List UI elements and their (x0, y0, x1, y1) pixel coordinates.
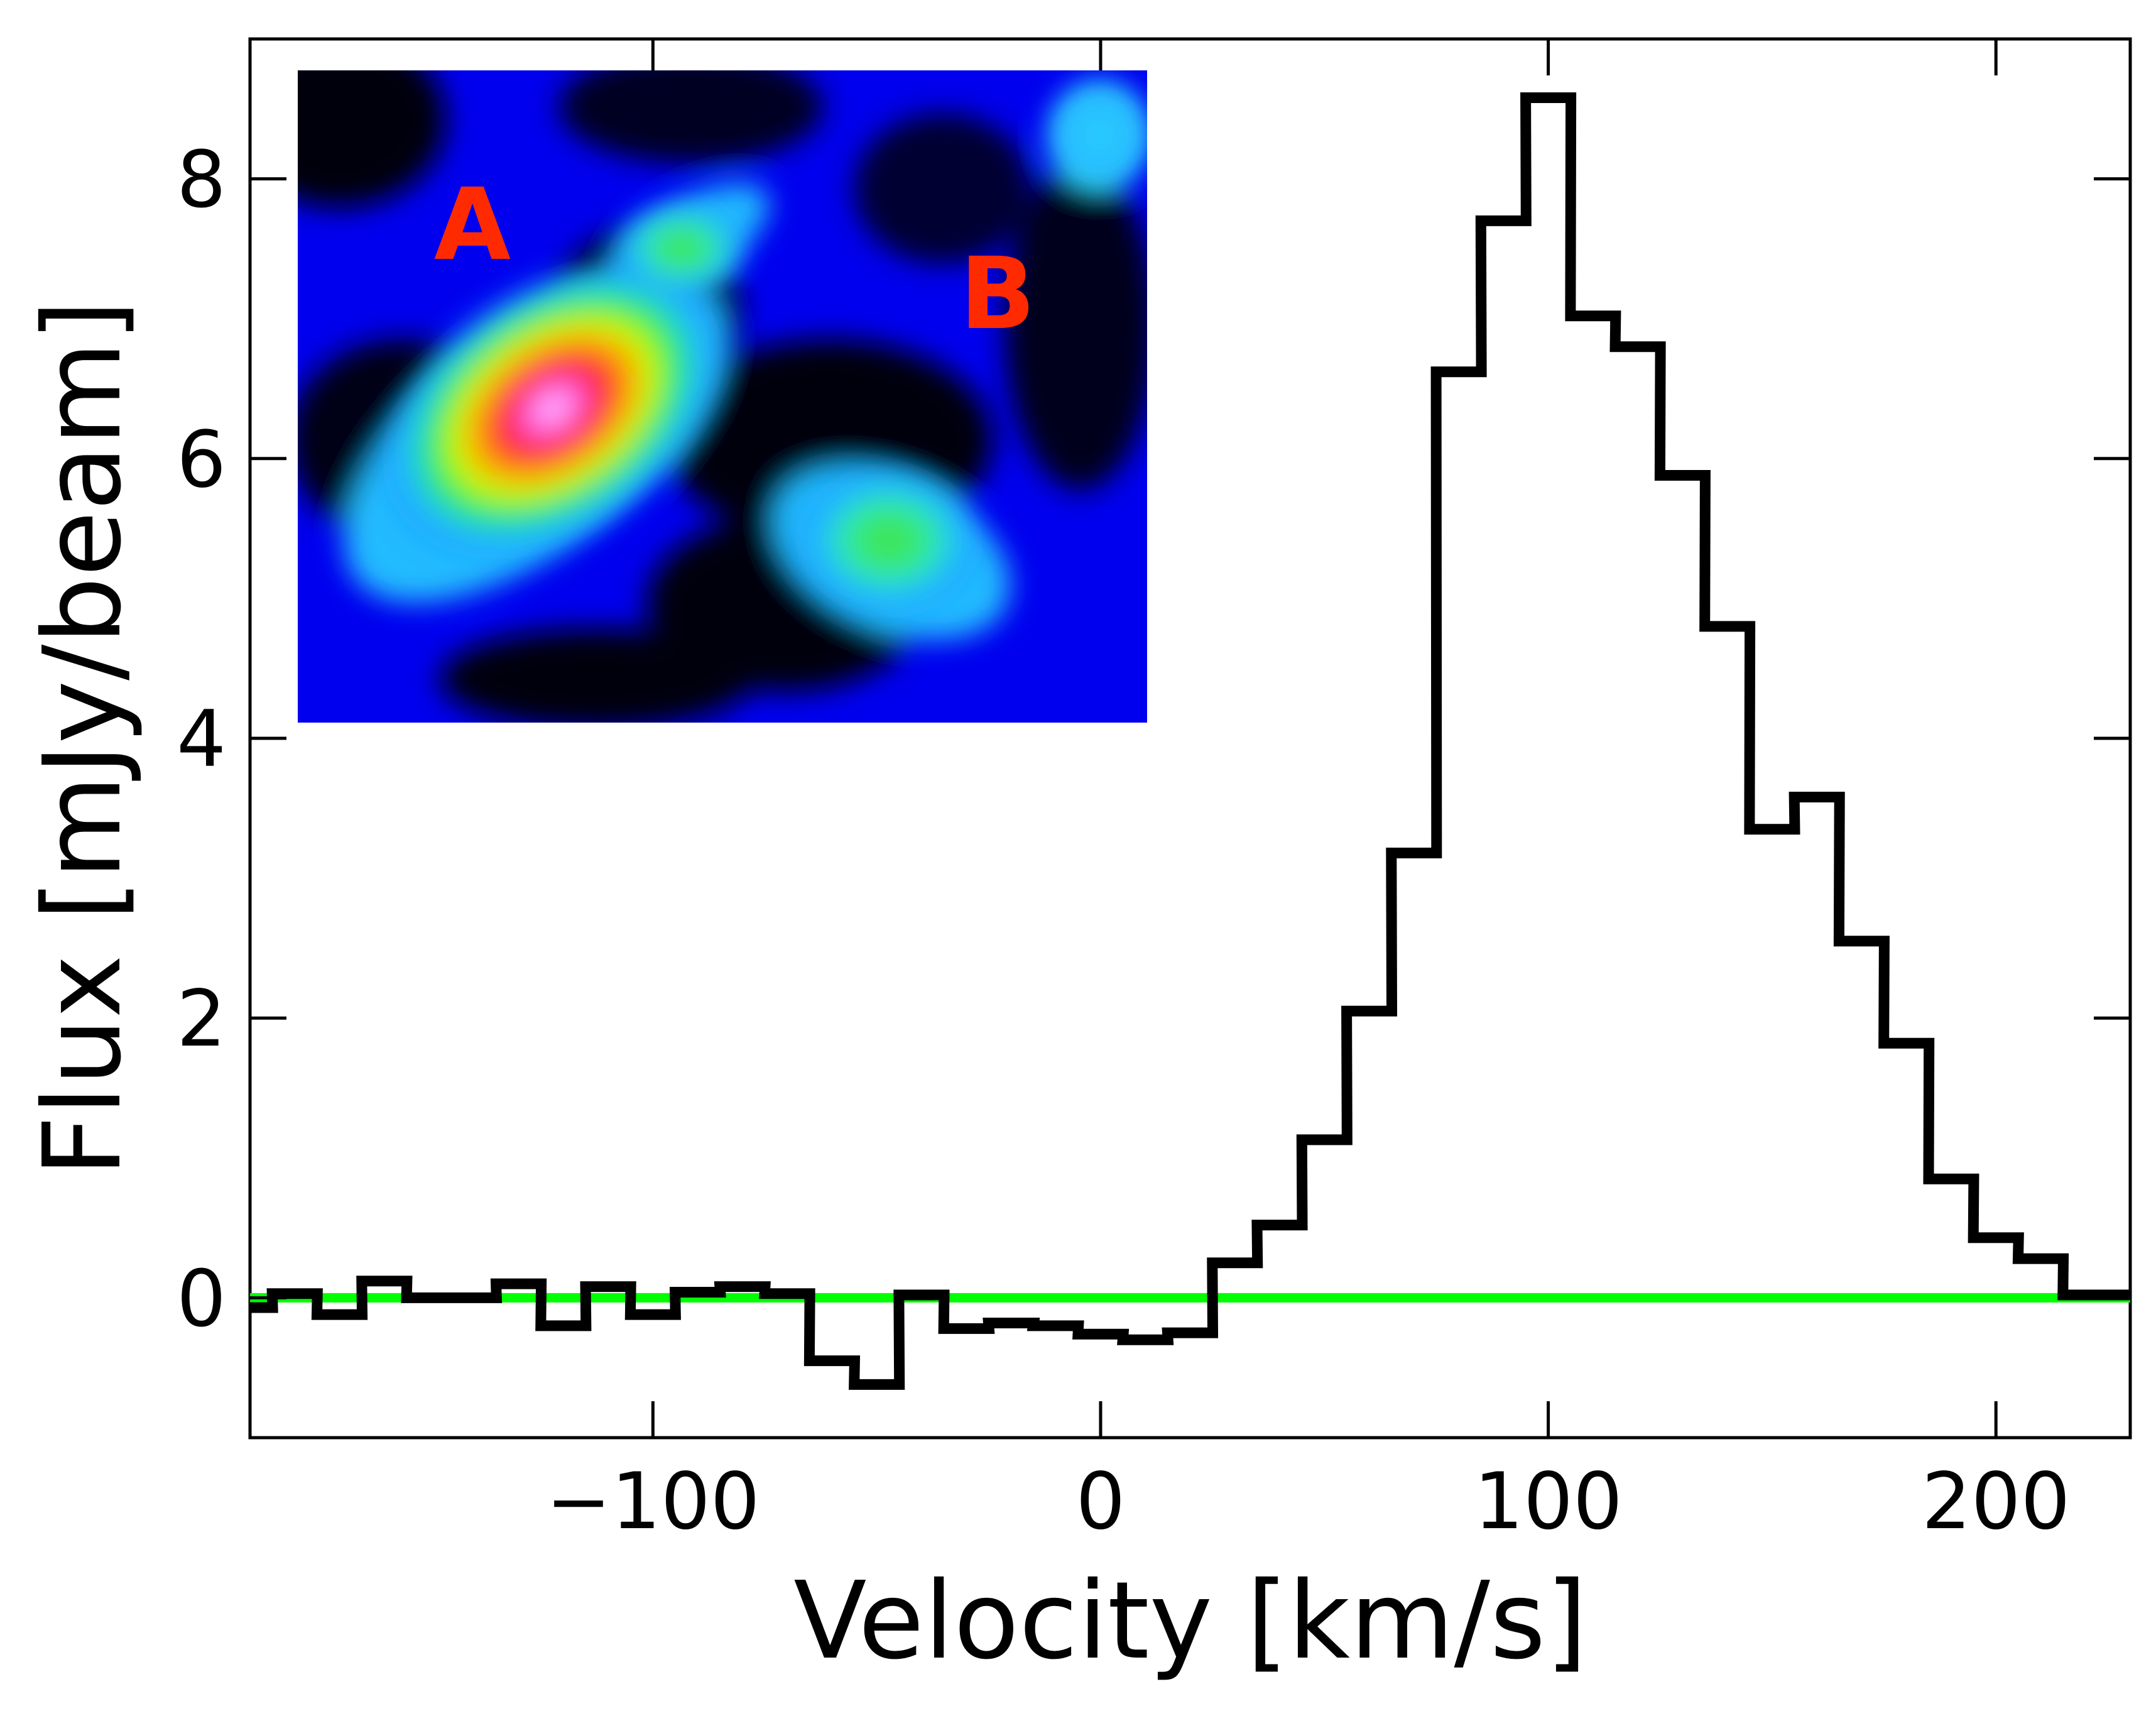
x-axis-title: Velocity [km/s] (793, 1559, 1587, 1683)
tick-labels: −100 0 100 200 0 2 4 6 8 (177, 135, 2070, 1547)
x-tick-label: 200 (1922, 1457, 2071, 1547)
inset-label-a: A (434, 167, 511, 283)
y-tick-label: 4 (177, 694, 226, 785)
x-tick-label: −100 (546, 1457, 760, 1547)
y-tick-label: 8 (177, 135, 226, 226)
inset-intensity-map: A B (298, 70, 1147, 723)
inset-label-b: B (960, 236, 1035, 352)
x-tick-label: 0 (1076, 1457, 1126, 1547)
y-tick-label: 0 (177, 1254, 226, 1344)
spectrum-step-line (250, 92, 2130, 1390)
x-tick-label: 100 (1474, 1457, 1623, 1547)
axis-ticks (250, 39, 2130, 1438)
y-tick-label: 6 (177, 415, 226, 505)
y-tick-label: 2 (177, 974, 226, 1064)
y-axis-title: Flux [mJy/beam] (21, 300, 145, 1177)
